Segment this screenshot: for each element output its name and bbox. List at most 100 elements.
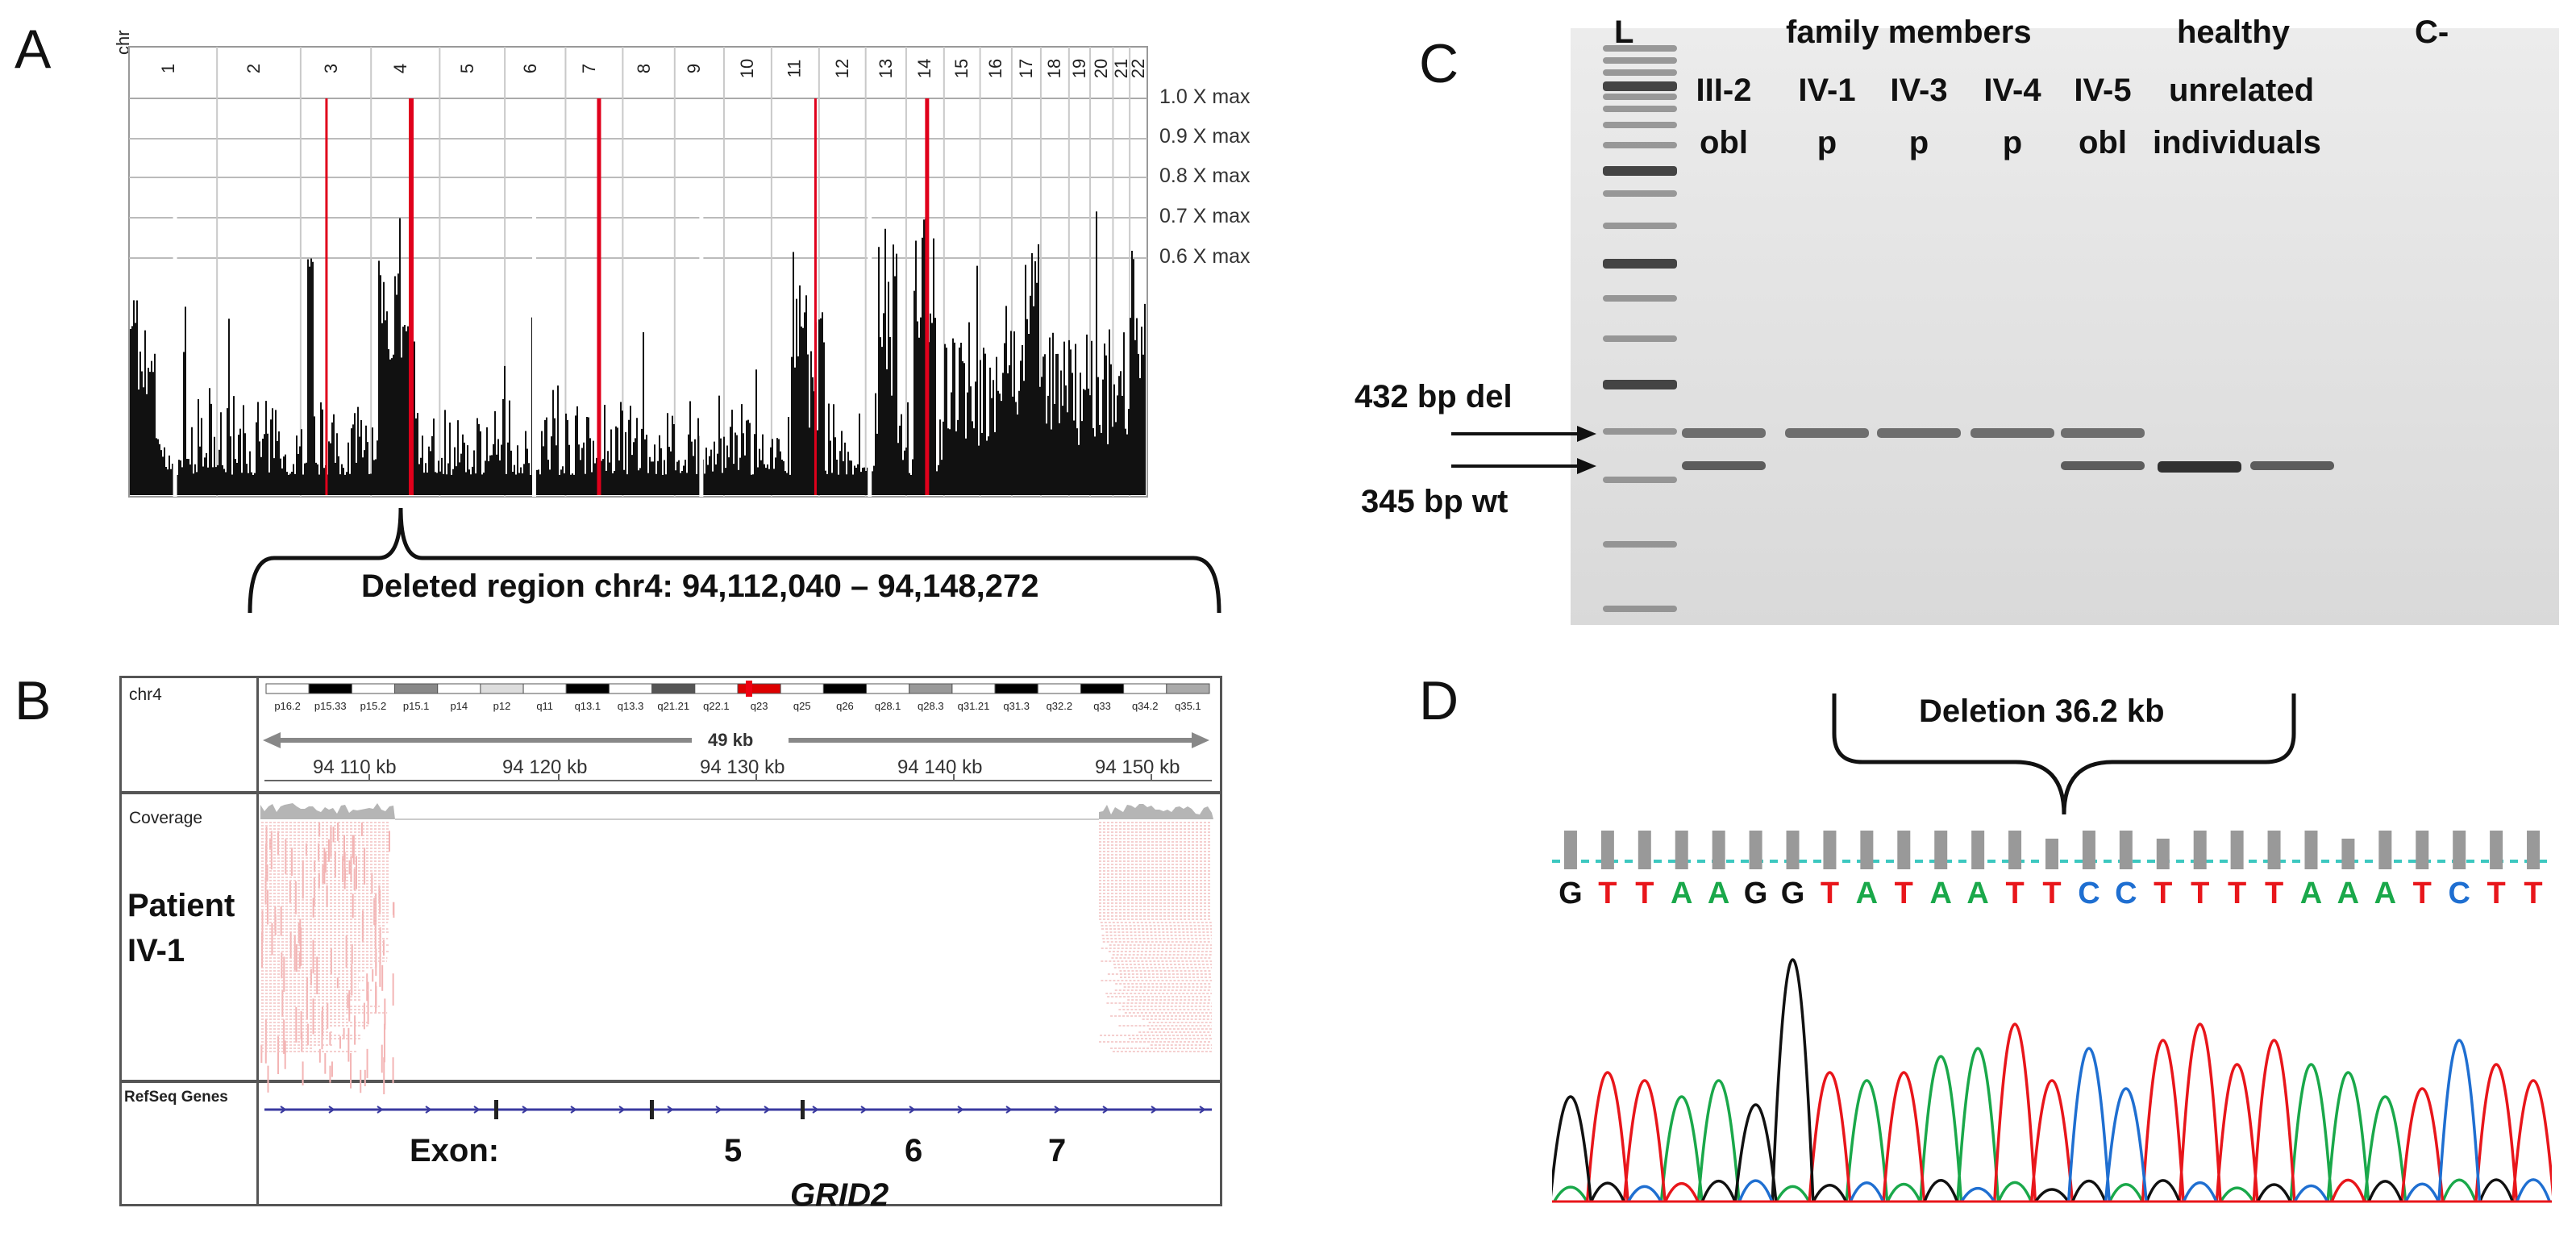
cytoband-q28.3 (909, 683, 953, 694)
cytoband-q22.1 (694, 683, 739, 694)
cytoband-label: p14 (450, 700, 468, 712)
cytoband-p15.1 (394, 683, 439, 694)
ladder-band (1603, 380, 1677, 389)
family-members-header: family members (1786, 15, 2032, 50)
wt-arrowhead (1577, 458, 1596, 474)
panel-label-d: D (1419, 670, 1459, 731)
strand-arrow (570, 1106, 577, 1114)
quality-bar-16 (2156, 839, 2170, 869)
sample-label-line1: Patient (127, 888, 235, 923)
quality-bar-19 (2267, 831, 2281, 869)
cytoband-label: q31.3 (1003, 700, 1030, 712)
coverage-left (260, 803, 395, 819)
trace-C (1627, 1039, 2551, 1202)
negative-control-label: C- (2415, 15, 2449, 50)
ladder-band (1603, 335, 1677, 342)
panel-label-c: C (1419, 33, 1459, 94)
del-arrowhead (1577, 426, 1596, 442)
cytoband-p15.2 (351, 683, 396, 694)
cytoband-q13.3 (608, 683, 653, 694)
deleted-region-brace (248, 507, 1221, 614)
base-15: C (2115, 877, 2137, 910)
coverage-right (1099, 804, 1213, 819)
strand-arrow (1054, 1106, 1061, 1114)
quality-bar-6 (1786, 831, 1800, 869)
chr-label-13: 13 (876, 58, 897, 79)
chr-label-6: 6 (519, 63, 540, 74)
quality-bar-0 (1563, 831, 1577, 869)
strand-arrow (1005, 1106, 1013, 1114)
base-19: T (2264, 877, 2284, 910)
cytoband-q28.1 (866, 683, 910, 694)
gap (532, 202, 537, 497)
exon-7-label: 7 (1048, 1133, 1067, 1168)
band-345-lane-4 (2061, 461, 2145, 470)
band-arrows (1451, 426, 1596, 474)
lane-status-3: p (2002, 125, 2023, 160)
ladder-band (1603, 94, 1677, 100)
ref-label-0-6: 0.6 X max (1159, 245, 1251, 268)
quality-bar-17 (2193, 831, 2207, 869)
strand-arrow (522, 1106, 529, 1114)
base-23: T (2412, 877, 2432, 910)
cytoband-label: p12 (493, 700, 511, 712)
gene-name: GRID2 (790, 1177, 889, 1213)
band-345-lane-0 (1682, 461, 1766, 470)
base-6: G (1780, 877, 1805, 910)
red-marker-4 (925, 98, 930, 495)
cytoband-label: q31.21 (958, 700, 990, 712)
band-432-lane-2 (1877, 428, 1961, 438)
quality-bar-2 (1638, 831, 1651, 869)
cytoband-q32.2 (1037, 683, 1081, 694)
base-9: T (1894, 877, 1913, 910)
quality-bar-24 (2453, 831, 2466, 869)
red-marker-1 (409, 98, 414, 495)
cytoband-label: q13.1 (575, 700, 601, 712)
panel-label-b: B (15, 670, 52, 731)
band-432-lane-0 (1682, 428, 1766, 438)
cytoband-label: p15.33 (314, 700, 347, 712)
base-20: A (2299, 877, 2323, 910)
chr-label-19: 19 (1069, 58, 1090, 79)
ladder-label: L (1614, 15, 1634, 50)
base-14: C (2078, 877, 2100, 910)
ladder-band (1603, 106, 1677, 112)
ladder-band (1603, 259, 1677, 269)
ladder-band (1603, 606, 1677, 612)
quality-bar-9 (1897, 831, 1911, 869)
ladder-band (1603, 190, 1677, 197)
cytoband-label: q32.2 (1047, 700, 1073, 712)
cytoband-q23 (737, 683, 781, 694)
base-4: A (1707, 877, 1730, 910)
cytoband-q35.1 (1166, 683, 1210, 694)
cytoband-label: q13.3 (618, 700, 644, 712)
ladder-band (1603, 295, 1677, 302)
cytoband-q34.2 (1123, 683, 1167, 694)
healthy-header-line1: healthy (2177, 15, 2291, 50)
cytoband-label: q28.3 (918, 700, 944, 712)
sample-label-line2: IV-1 (127, 933, 185, 968)
cytoband-label: q22.1 (703, 700, 730, 712)
base-7: T (1820, 877, 1840, 910)
homozygosity-chart (128, 46, 1148, 498)
band-432-lane-1 (1785, 428, 1869, 438)
cytoband-label: p15.1 (403, 700, 430, 712)
sample-label: Patient IV-1 (127, 883, 235, 973)
coord-label-1: 94 120 kb (502, 756, 588, 778)
cytoband-q25 (780, 683, 824, 694)
plot-frame (128, 46, 1148, 498)
quality-bar-22 (2378, 831, 2392, 869)
base-16: T (2154, 877, 2173, 910)
chr-label-20: 20 (1091, 58, 1112, 79)
strand-arrow (957, 1106, 964, 1114)
base-2: T (1635, 877, 1654, 910)
base-10: A (1929, 877, 1952, 910)
quality-bar-18 (2230, 831, 2244, 869)
chr-label-7: 7 (579, 63, 600, 74)
ladder-band (1603, 166, 1677, 176)
strand-arrow (715, 1106, 722, 1114)
quality-bar-13 (2045, 839, 2058, 869)
cytoband-label: q21.21 (657, 700, 689, 712)
chr-label-9: 9 (684, 63, 705, 74)
ref-label-0-7: 0.7 X max (1159, 205, 1251, 227)
